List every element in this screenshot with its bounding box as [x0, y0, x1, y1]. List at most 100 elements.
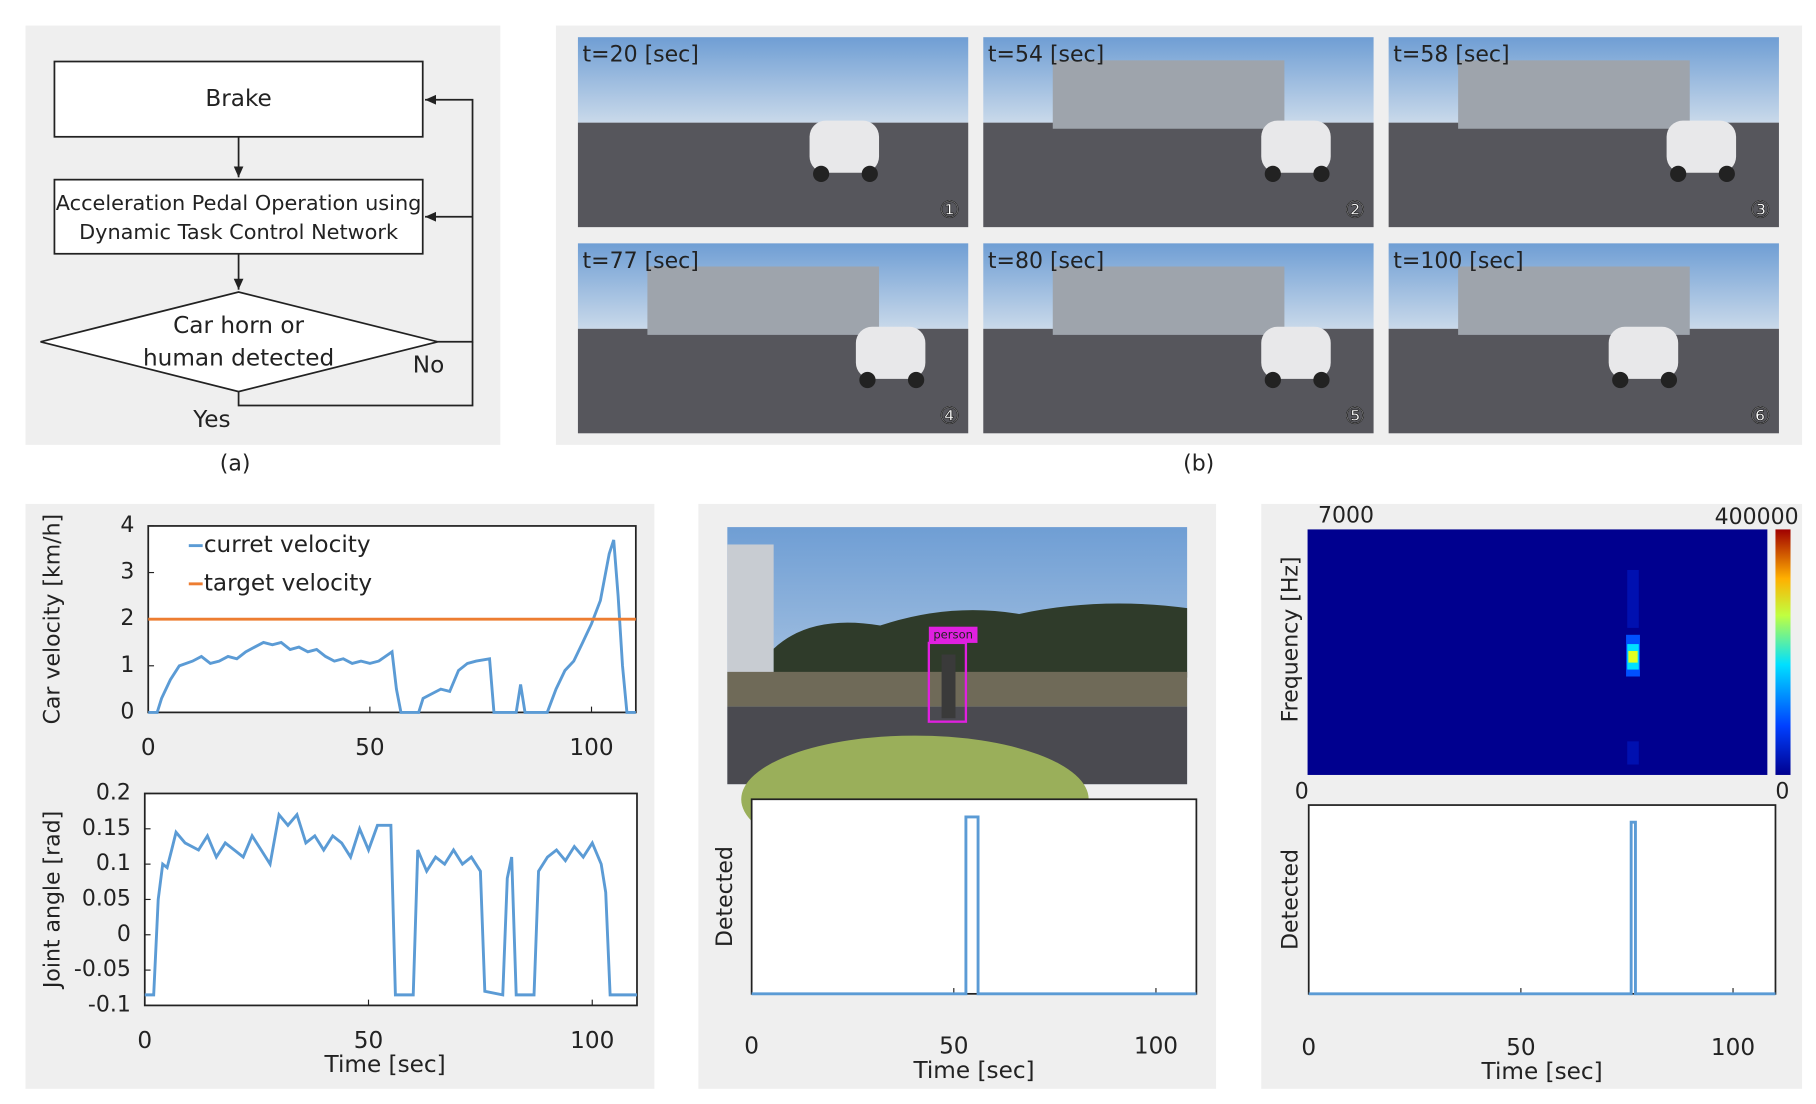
spectrogram — [1307, 529, 1791, 775]
photo-number: ④ — [939, 404, 960, 430]
axis-label: Car velocity [km/h] — [40, 514, 65, 725]
x-tick-label: 0 — [744, 1034, 759, 1060]
photo-number: ⑤ — [1345, 404, 1366, 430]
photo-time: t=58 [sec] — [1393, 43, 1509, 68]
y-tick-label: -0.05 — [74, 957, 131, 982]
photo-car — [809, 120, 880, 173]
photo-wheel — [1313, 371, 1330, 389]
axis-label: Time [sec] — [1481, 1059, 1603, 1085]
photo-car — [1261, 326, 1331, 379]
node-label: Brake — [205, 86, 271, 112]
x-tick-label: 0 — [1301, 1035, 1316, 1061]
y-tick-label: 0.1 — [96, 851, 131, 876]
x-tick-label: 50 — [355, 735, 384, 761]
axis-label: Time [sec] — [912, 1058, 1034, 1084]
y-tick-label: 0.15 — [82, 816, 131, 841]
photo-building — [1052, 266, 1285, 335]
photo — [577, 243, 969, 434]
photo-wheel — [813, 165, 830, 182]
photo — [1388, 243, 1779, 434]
y-limit-label: 0 — [1295, 779, 1309, 804]
axis-label: Joint angle [rad] — [40, 811, 65, 990]
photo-building — [1052, 60, 1285, 129]
photo-time: t=100 [sec] — [1393, 249, 1523, 274]
photo-time: t=80 [sec] — [988, 249, 1104, 274]
photo-number: ② — [1345, 197, 1366, 223]
flowchart — [40, 60, 474, 407]
photo — [1388, 37, 1779, 228]
x-tick-label: 100 — [1134, 1034, 1178, 1060]
y-tick-label: 3 — [120, 560, 134, 585]
photo-building — [1458, 266, 1690, 335]
photo-wheel — [1264, 165, 1281, 182]
caption: (b) — [1183, 452, 1214, 477]
edge-label: Yes — [192, 407, 230, 433]
photo-wheel — [1612, 371, 1629, 389]
photo-wheel — [861, 165, 878, 182]
y-tick-label: 0.05 — [82, 886, 131, 911]
photo-wheel — [908, 371, 925, 389]
y-limit-label: 7000 — [1318, 504, 1374, 529]
photo-number: ⑥ — [1750, 404, 1771, 430]
y-tick-label: 0 — [117, 922, 131, 947]
photo-time: t=54 [sec] — [988, 43, 1104, 68]
edge-label: No — [413, 353, 445, 379]
photo-car — [855, 326, 926, 379]
x-tick-label: 50 — [354, 1028, 383, 1054]
photo-wheel — [859, 371, 876, 389]
x-tick-label: 0 — [141, 735, 156, 761]
photo — [983, 37, 1374, 228]
colorbar-label: 0 — [1775, 779, 1789, 804]
x-tick-label: 50 — [939, 1034, 968, 1060]
axis-label: Time [sec] — [324, 1052, 446, 1078]
line — [1308, 820, 1776, 996]
node-label: Car horn or — [173, 313, 304, 339]
photo-wheel — [1660, 371, 1678, 389]
arrow — [237, 341, 474, 407]
legend-label: curret velocity — [204, 532, 371, 558]
photo — [577, 37, 969, 228]
photo-time: t=77 [sec] — [583, 249, 699, 274]
photo-ground — [577, 122, 969, 228]
node-label: Acceleration Pedal Operation using — [56, 191, 422, 215]
photo-building — [1458, 60, 1690, 129]
x-tick-label: 0 — [137, 1028, 152, 1054]
photo-wheel — [1670, 165, 1687, 182]
photo-building — [647, 266, 880, 335]
arrow — [425, 94, 474, 343]
photo-car — [1608, 326, 1679, 379]
detection-label: person — [933, 627, 973, 641]
photo-number: ① — [939, 197, 960, 223]
photo-wheel — [1718, 165, 1735, 182]
photo-time: t=20 [sec] — [583, 43, 699, 68]
y-tick-label: 0 — [120, 699, 134, 724]
line — [144, 811, 637, 997]
axis-label: Frequency [Hz] — [1278, 556, 1303, 722]
plot-frame — [750, 798, 1198, 995]
legend-label: target velocity — [204, 570, 373, 596]
x-tick-label: 100 — [570, 1028, 614, 1054]
caption: (a) — [220, 452, 251, 477]
x-tick-label: 100 — [569, 735, 613, 761]
photo-number: ③ — [1750, 197, 1771, 223]
y-tick-label: 2 — [120, 606, 134, 631]
y-tick-label: 1 — [120, 653, 134, 678]
axis-label: Detected — [1278, 849, 1303, 950]
y-tick-label: 0.2 — [96, 780, 131, 805]
colorbar-label: 400000 — [1715, 505, 1799, 530]
brake-box — [53, 60, 424, 138]
y-tick-label: 4 — [120, 513, 134, 538]
photo-ground — [1388, 328, 1779, 434]
photo-wheel — [1313, 165, 1330, 182]
y-tick-label: -0.1 — [88, 992, 131, 1017]
photo-car — [1261, 120, 1331, 173]
axis-label: Detected — [713, 846, 738, 947]
photo-sky — [577, 37, 969, 123]
pedal-box — [53, 178, 424, 255]
x-tick-label: 100 — [1711, 1035, 1755, 1061]
line — [148, 539, 636, 714]
photo-car — [1666, 120, 1737, 173]
node-label: Dynamic Task Control Network — [79, 220, 398, 244]
x-tick-label: 50 — [1506, 1035, 1535, 1061]
